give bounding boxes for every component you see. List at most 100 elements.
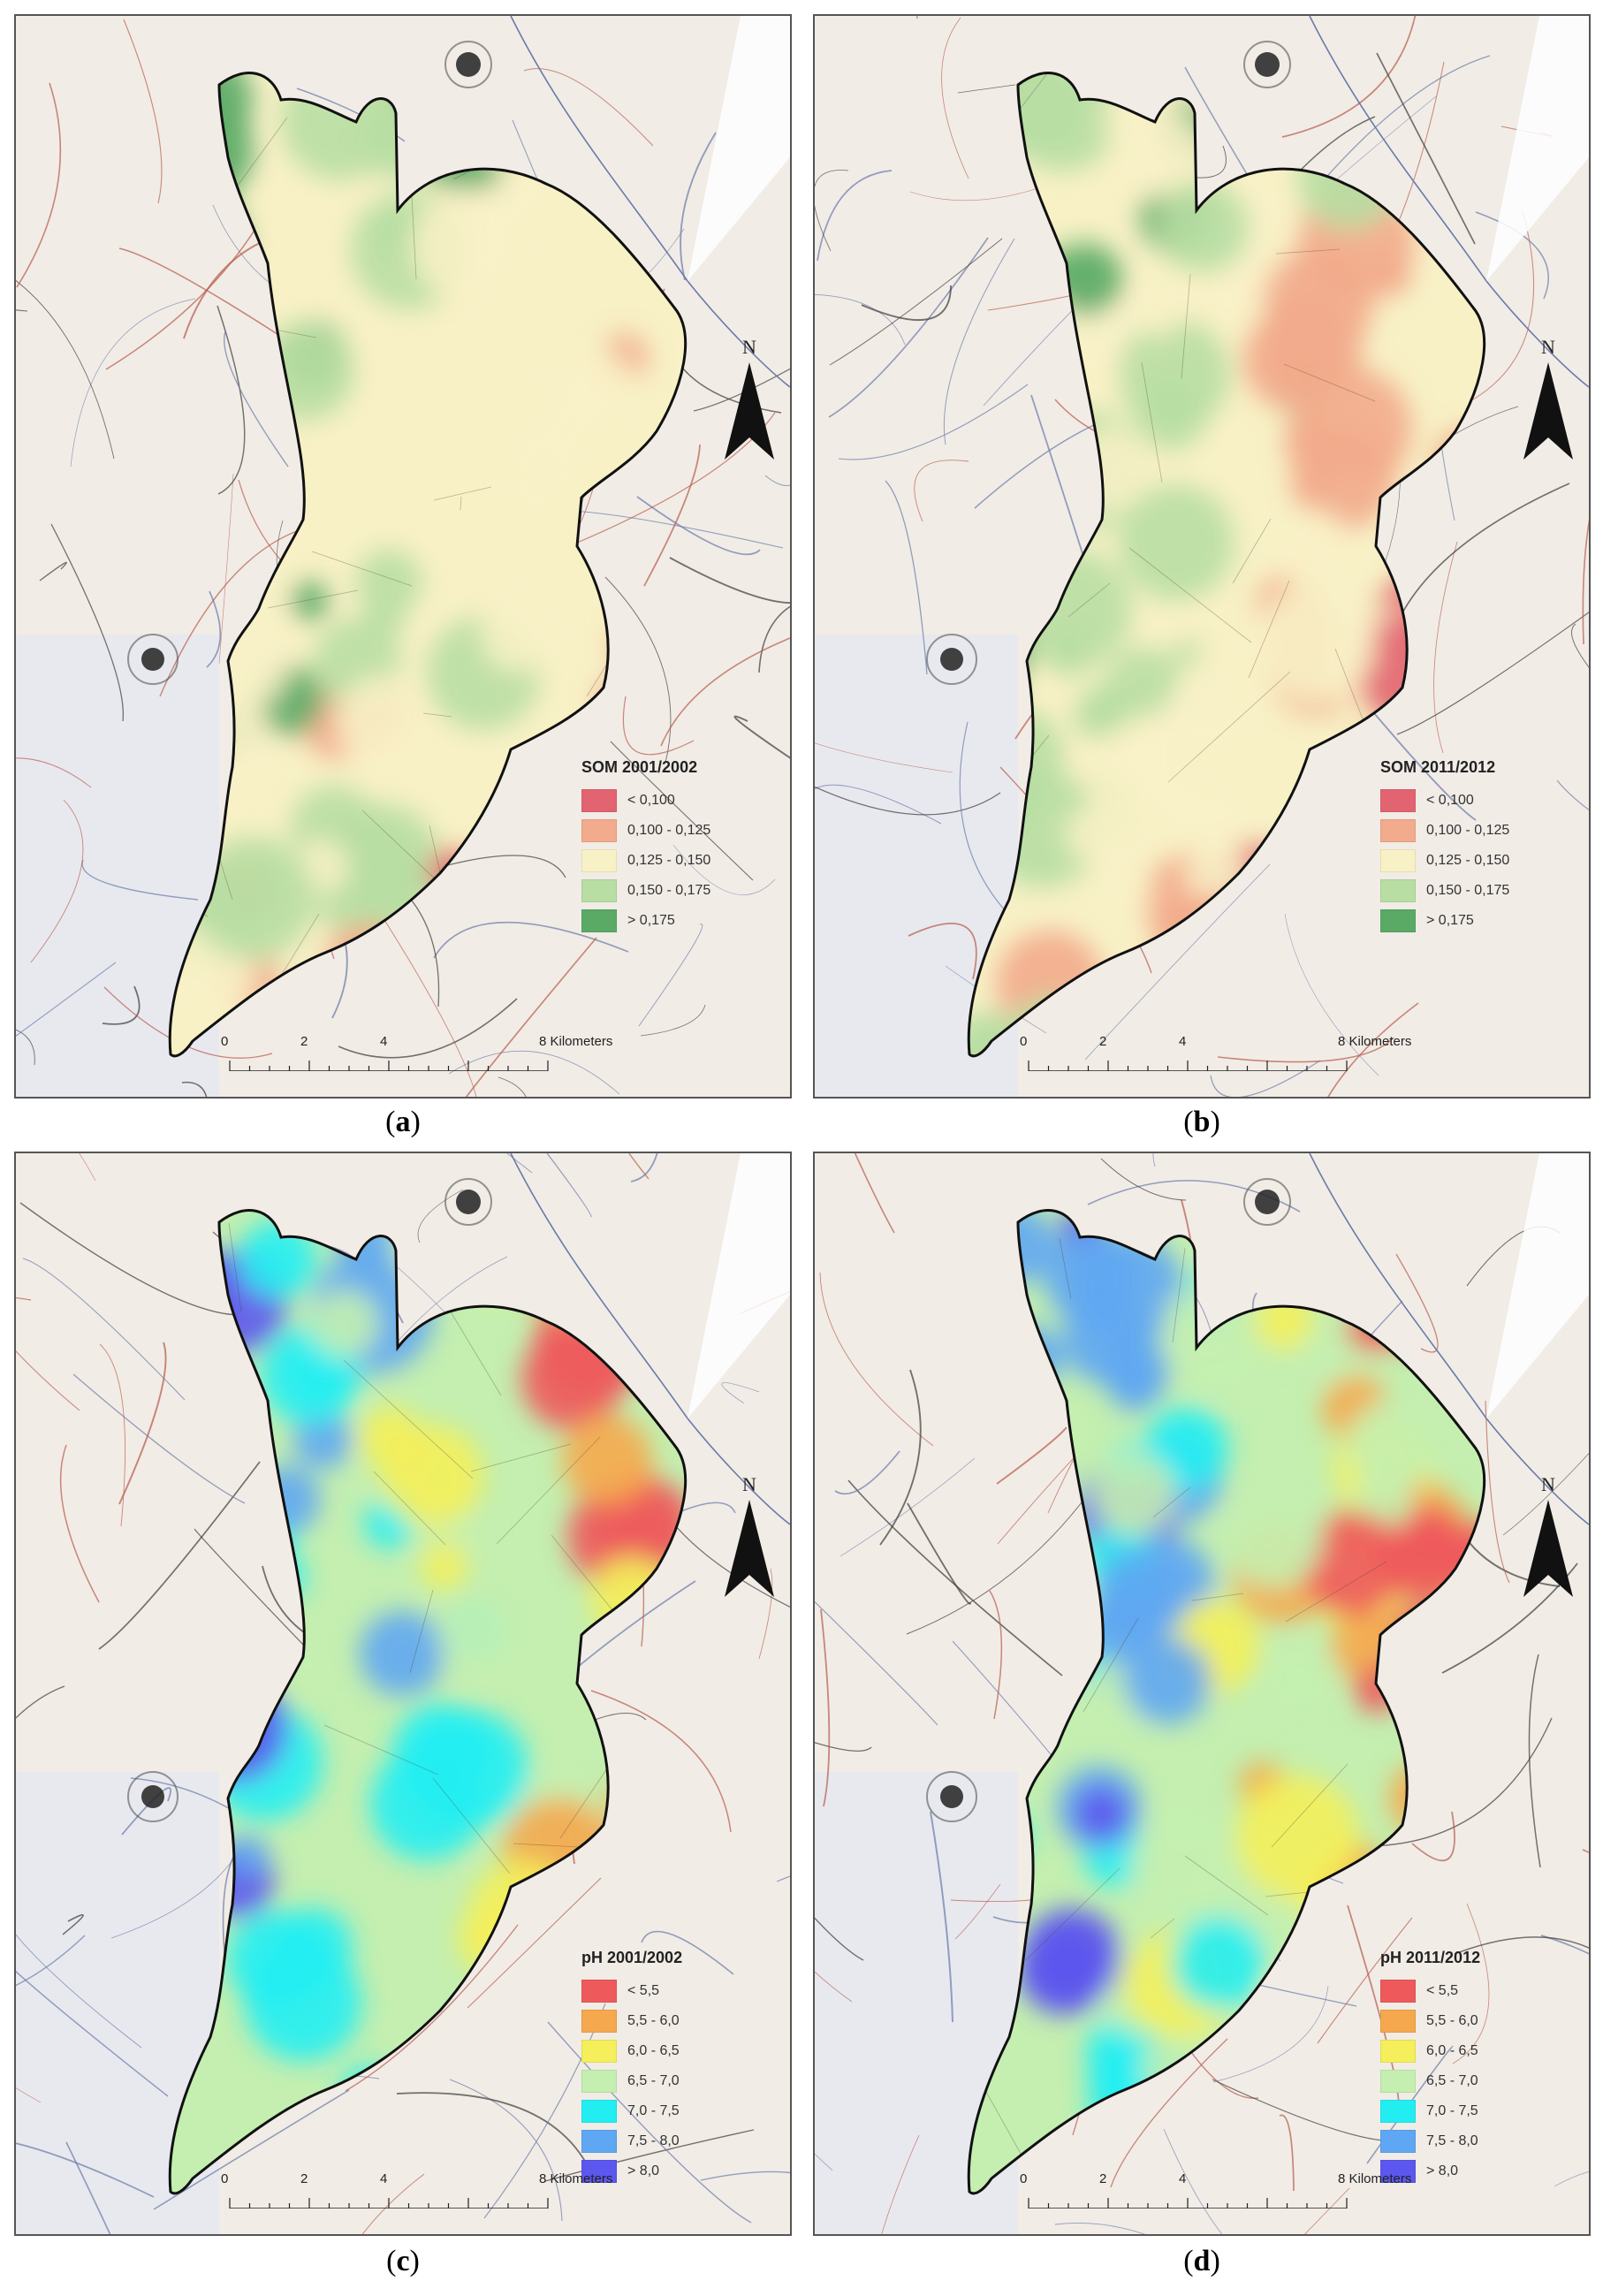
- north-arrow-icon: N: [1522, 1473, 1575, 1597]
- north-arrow-icon: N: [1522, 336, 1575, 460]
- legend-swatch: [581, 2010, 617, 2033]
- legend-label: < 0,100: [627, 793, 675, 808]
- legend-title: SOM 2011/2012: [1380, 758, 1496, 776]
- legend-swatch: [1380, 789, 1416, 812]
- scale-bar: 0 2 4 8 Kilometers: [219, 1034, 634, 1078]
- panel-letter: a: [395, 1106, 411, 1138]
- legend-swatch: [1380, 2160, 1416, 2183]
- north-label: N: [1541, 1473, 1555, 1495]
- legend-label: > 8,0: [627, 2163, 660, 2178]
- legend-swatch: [1380, 849, 1416, 872]
- legend-swatch: [581, 909, 617, 932]
- legend-item: < 0,100: [1380, 786, 1509, 816]
- scale-tick-label: 4: [1179, 2171, 1187, 2186]
- legend-item: 0,150 - 0,175: [581, 876, 710, 906]
- scale-tick-label: 0: [1020, 1034, 1028, 1049]
- legend-swatch: [1380, 819, 1416, 842]
- legend-swatch: [581, 2100, 617, 2123]
- scale-tick-label: 4: [380, 2171, 388, 2186]
- legend-item: > 8,0: [581, 2156, 682, 2186]
- legend-label: < 5,5: [627, 1983, 660, 1998]
- legend-item: 0,125 - 0,150: [1380, 846, 1509, 876]
- legend-item: > 0,175: [1380, 906, 1509, 936]
- north-arrow-icon: N: [723, 1473, 776, 1597]
- legend-swatch: [1380, 1980, 1416, 2003]
- legend-item: 7,5 - 8,0: [581, 2126, 682, 2156]
- legend-title: SOM 2001/2002: [581, 758, 698, 776]
- scale-tick-label: 4: [1179, 1034, 1187, 1049]
- scale-tick-label: 2: [300, 1034, 308, 1049]
- legend-label: > 0,175: [1426, 913, 1474, 928]
- panel-letter: c: [396, 2245, 410, 2277]
- legend-swatch: [1380, 2070, 1416, 2093]
- scale-tick-label: 0: [221, 2171, 229, 2186]
- legend-item: 6,5 - 7,0: [1380, 2066, 1480, 2096]
- legend-label: 6,0 - 6,5: [627, 2043, 680, 2058]
- legend-label: 6,5 - 7,0: [627, 2073, 680, 2088]
- legend-label: 0,125 - 0,150: [627, 853, 711, 868]
- legend-label: > 0,175: [627, 913, 675, 928]
- legend-swatch: [581, 2130, 617, 2153]
- map-b: [815, 16, 1589, 1097]
- map-d: [815, 1153, 1589, 2234]
- legend-label: 0,150 - 0,175: [1426, 883, 1510, 898]
- study-area-boundary: [168, 1209, 688, 2195]
- legend: SOM 2001/2002 < 0,100 0,100 - 0,125 0,125 -…: [581, 758, 710, 936]
- scale-bar: 0 2 4 8 Kilometers: [219, 2171, 634, 2216]
- legend-label: 7,5 - 8,0: [1426, 2133, 1478, 2148]
- legend: pH 2011/2012 < 5,5 5,5 - 6,0 6,0 - 6,5 6,5 -…: [1380, 1949, 1480, 2186]
- legend-item: 0,150 - 0,175: [1380, 876, 1509, 906]
- legend-label: > 8,0: [1426, 2163, 1459, 2178]
- legend-item: 7,0 - 7,5: [581, 2096, 682, 2126]
- map-panel-b: N SOM 2011/2012 < 0,100 0,100 - 0,125 0,125 …: [813, 14, 1591, 1099]
- legend-swatch: [581, 849, 617, 872]
- legend-item: < 5,5: [1380, 1976, 1480, 2006]
- legend-item: 0,100 - 0,125: [1380, 816, 1509, 846]
- north-arrow-icon: N: [723, 336, 776, 460]
- legend-swatch: [1380, 2130, 1416, 2153]
- topographic-basemap: [16, 16, 790, 1097]
- legend-item: 6,0 - 6,5: [581, 2036, 682, 2066]
- legend-swatch: [581, 2160, 617, 2183]
- study-area-boundary: [967, 1209, 1486, 2195]
- legend: SOM 2011/2012 < 0,100 0,100 - 0,125 0,125 -…: [1380, 758, 1509, 936]
- scale-tick-label: 2: [1099, 1034, 1107, 1049]
- legend-label: 7,0 - 7,5: [1426, 2103, 1478, 2118]
- legend-swatch: [1380, 879, 1416, 902]
- legend-item: 6,5 - 7,0: [581, 2066, 682, 2096]
- north-label: N: [1541, 336, 1555, 358]
- map-panel-a: N SOM 2001/2002 < 0,100 0,100 - 0,125 0,125 …: [14, 14, 792, 1099]
- north-label: N: [742, 1473, 756, 1495]
- legend-label: 6,0 - 6,5: [1426, 2043, 1478, 2058]
- legend-item: > 0,175: [581, 906, 710, 936]
- scale-tick-label: 0: [1020, 2171, 1028, 2186]
- legend-label: 0,100 - 0,125: [627, 823, 711, 838]
- scale-bar: 0 2 4 8 Kilometers: [1018, 1034, 1433, 1078]
- legend-item: < 5,5: [581, 1976, 682, 2006]
- legend-item: 7,5 - 8,0: [1380, 2126, 1480, 2156]
- study-area-boundary: [967, 72, 1486, 1058]
- legend-label: 0,100 - 0,125: [1426, 823, 1510, 838]
- scale-tick-label: 8 Kilometers: [1338, 2171, 1412, 2186]
- legend-label: 0,150 - 0,175: [627, 883, 711, 898]
- legend-swatch: [1380, 2040, 1416, 2063]
- scale-tick-label: 8 Kilometers: [539, 2171, 613, 2186]
- panel-caption: (c): [386, 2245, 420, 2277]
- panel-caption: (d): [1183, 2245, 1220, 2277]
- legend-swatch: [581, 789, 617, 812]
- legend-title: pH 2001/2002: [581, 1949, 683, 1966]
- legend-label: < 0,100: [1426, 793, 1474, 808]
- legend-swatch: [1380, 2100, 1416, 2123]
- legend-swatch: [581, 879, 617, 902]
- scale-tick-label: 0: [221, 1034, 229, 1049]
- legend-swatch: [581, 1980, 617, 2003]
- legend-label: 6,5 - 7,0: [1426, 2073, 1478, 2088]
- legend-title: pH 2011/2012: [1380, 1949, 1481, 1966]
- legend-swatch: [581, 819, 617, 842]
- legend-swatch: [1380, 909, 1416, 932]
- legend-swatch: [581, 2070, 617, 2093]
- legend-label: 5,5 - 6,0: [627, 2013, 680, 2028]
- legend: pH 2001/2002 < 5,5 5,5 - 6,0 6,0 - 6,5 6,5 -…: [581, 1949, 682, 2186]
